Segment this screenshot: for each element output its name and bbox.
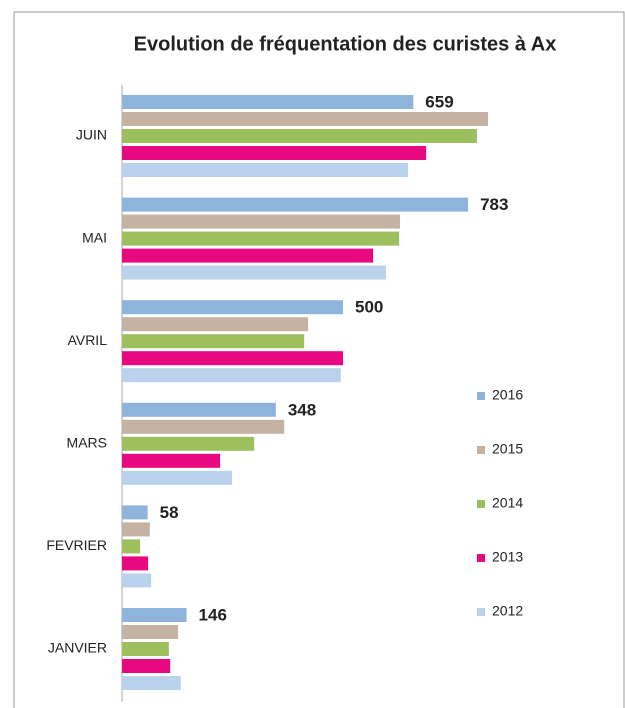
legend-label: 2012: [492, 603, 523, 619]
legend-label: 2014: [492, 495, 523, 511]
y-tick-label: MARS: [67, 435, 107, 451]
legend-swatch: [477, 500, 485, 508]
legend-label: 2016: [492, 387, 523, 403]
y-tick-label: AVRIL: [68, 332, 108, 348]
bar: [122, 317, 309, 332]
bar: [122, 112, 488, 126]
bar: [122, 522, 150, 537]
bar: [122, 402, 276, 417]
bar: [122, 608, 187, 622]
bar: [122, 197, 469, 212]
bar: [122, 129, 477, 143]
bar: [122, 625, 179, 639]
legend-swatch: [477, 392, 485, 400]
legend-label: 2013: [492, 549, 523, 565]
legend-swatch: [477, 446, 485, 454]
data-label: 58: [160, 503, 179, 522]
bar: [122, 436, 255, 451]
bar: [122, 146, 427, 160]
y-tick-label: JUIN: [76, 127, 107, 143]
chart-frame: [13, 11, 625, 708]
data-label: 659: [425, 92, 453, 111]
y-tick-label: JANVIER: [48, 640, 107, 656]
bar: [122, 419, 285, 434]
bar: [122, 95, 414, 109]
bar: [122, 659, 171, 673]
bar: [122, 676, 181, 690]
bar: [122, 265, 386, 280]
bar: [122, 642, 169, 656]
legend-swatch: [477, 554, 485, 562]
bar: [122, 351, 344, 366]
data-label: 500: [355, 298, 383, 317]
bar: [122, 556, 149, 571]
bar: [122, 573, 152, 588]
bar: [122, 505, 148, 520]
y-tick-label: FEVRIER: [46, 537, 107, 553]
bar: [122, 300, 344, 315]
data-label: 146: [199, 605, 227, 624]
bar: [122, 163, 408, 177]
bar: [122, 368, 341, 383]
bar: [122, 470, 233, 485]
bar: [122, 231, 400, 246]
data-label: 783: [480, 195, 508, 214]
data-label: 348: [288, 400, 316, 419]
legend-swatch: [477, 608, 485, 616]
bar: [122, 453, 221, 468]
bar: [122, 334, 305, 349]
chart-title: Evolution de fréquentation des curistes …: [134, 33, 557, 55]
legend-label: 2015: [492, 441, 523, 457]
y-tick-label: MAI: [82, 229, 107, 245]
bar: [122, 539, 141, 554]
bar: [122, 248, 374, 263]
bar: [122, 214, 401, 229]
